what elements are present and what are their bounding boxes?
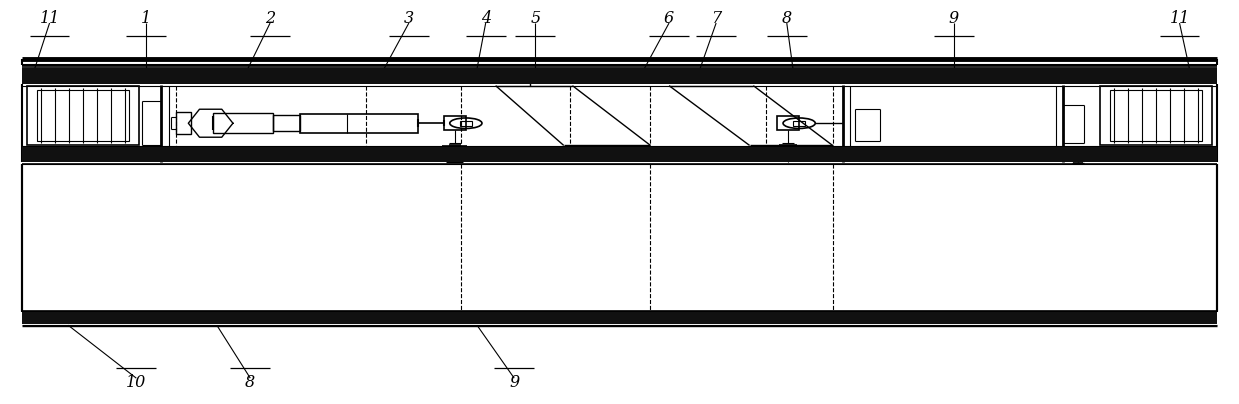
Bar	[22, 68, 1217, 84]
Bar	[37, 90, 129, 141]
Text: 2: 2	[265, 10, 275, 27]
Bar	[22, 312, 1217, 324]
Bar	[176, 112, 191, 134]
Bar	[1100, 86, 1212, 145]
Text: 7: 7	[711, 10, 721, 27]
Text: 1: 1	[141, 10, 151, 27]
Text: 9: 9	[509, 375, 519, 391]
Bar	[1110, 90, 1202, 141]
Text: 8: 8	[245, 375, 255, 391]
Text: 6: 6	[664, 10, 674, 27]
Bar	[22, 147, 1217, 162]
Bar	[793, 121, 805, 126]
Bar	[27, 86, 139, 145]
Text: 10: 10	[126, 375, 146, 391]
Text: 5: 5	[530, 10, 540, 27]
Bar	[777, 116, 799, 130]
Text: 11: 11	[40, 10, 59, 27]
Bar	[213, 113, 273, 133]
Text: 3: 3	[404, 10, 414, 27]
Bar	[460, 121, 472, 126]
Bar	[444, 116, 466, 130]
Text: 11: 11	[1170, 10, 1189, 27]
Text: 4: 4	[481, 10, 491, 27]
Bar	[273, 115, 300, 131]
Text: 9: 9	[949, 10, 959, 27]
Bar	[300, 114, 418, 133]
Text: 8: 8	[782, 10, 792, 27]
